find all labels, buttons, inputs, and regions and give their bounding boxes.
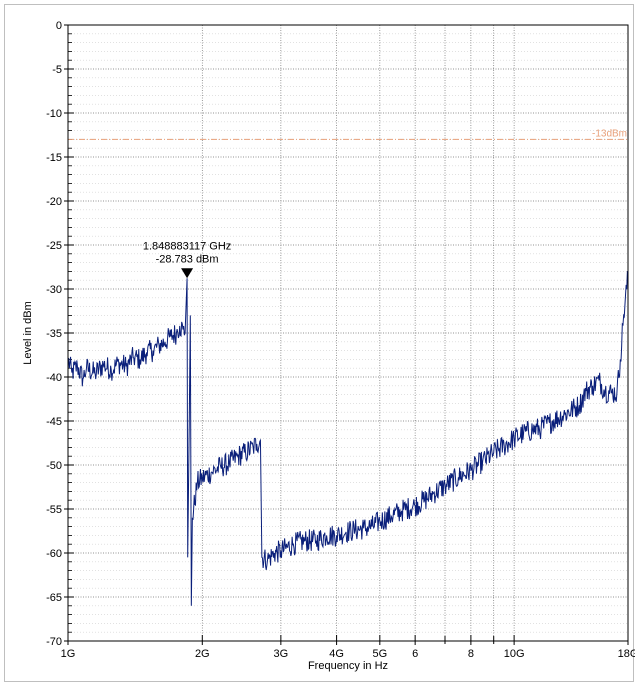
x-tick-label: 8 — [468, 648, 474, 660]
x-tick-label: 1G — [61, 648, 76, 660]
y-tick-label: 0 — [56, 20, 62, 32]
y-tick-label: -45 — [46, 416, 62, 428]
x-axis-ticks: 1G 2G 3G 4G 5G 6 8 10G 18G — [61, 635, 638, 660]
y-tick-label: -50 — [46, 460, 62, 472]
limit-line-group: -13dBm — [68, 128, 628, 140]
y-tick-label: -40 — [46, 372, 62, 384]
x-tick-label: 18G — [618, 648, 635, 660]
y-tick-label: -70 — [46, 636, 62, 648]
y-axis-ticks: 0 -5 -10 -15 -20 -25 -30 -35 -40 -45 -50 -55 -60 -65 -… — [46, 20, 74, 648]
series-trace — [67, 271, 629, 606]
x-axis-label: Frequency in Hz — [308, 660, 388, 672]
minor-grid — [68, 33, 628, 633]
y-tick-label: -20 — [46, 196, 62, 208]
y-tick-label: -65 — [46, 592, 62, 604]
series-layer — [67, 271, 629, 606]
x-tick-label: 5G — [372, 648, 387, 660]
y-tick-label: -60 — [46, 548, 62, 560]
plot-border — [67, 24, 629, 642]
x-tick-label: 10G — [504, 648, 525, 660]
marker: 1.848883117 GHz -28.783 dBm — [143, 240, 231, 279]
y-tick-label: -55 — [46, 504, 62, 516]
y-tick-label: -5 — [52, 64, 62, 76]
y-tick-label: -10 — [46, 108, 62, 120]
y-tick-label: -25 — [46, 240, 62, 252]
x-tick-label: 6 — [412, 648, 418, 660]
spectrum-chart: 1G 2G 3G 4G 5G 6 8 10G 18G 0 -5 -10 -15 -20 -25 -30 -35… — [22, 20, 638, 672]
x-tick-label: 2G — [195, 648, 210, 660]
y-tick-label: -15 — [46, 152, 62, 164]
y-axis-label: Level in dBm — [22, 301, 34, 365]
limit-line-label: -13dBm — [592, 128, 627, 139]
y-tick-label: -30 — [46, 284, 62, 296]
x-tick-label: 4G — [329, 648, 344, 660]
marker-triangle-icon — [181, 268, 194, 279]
x-tick-label: 3G — [274, 648, 289, 660]
y-tick-label: -35 — [46, 328, 62, 340]
chart-frame: 1G 2G 3G 4G 5G 6 8 10G 18G 0 -5 -10 -15 -20 -25 -30 -35… — [4, 4, 638, 682]
marker-frequency-label: 1.848883117 GHz — [143, 240, 231, 252]
marker-level-label: -28.783 dBm — [156, 253, 219, 265]
